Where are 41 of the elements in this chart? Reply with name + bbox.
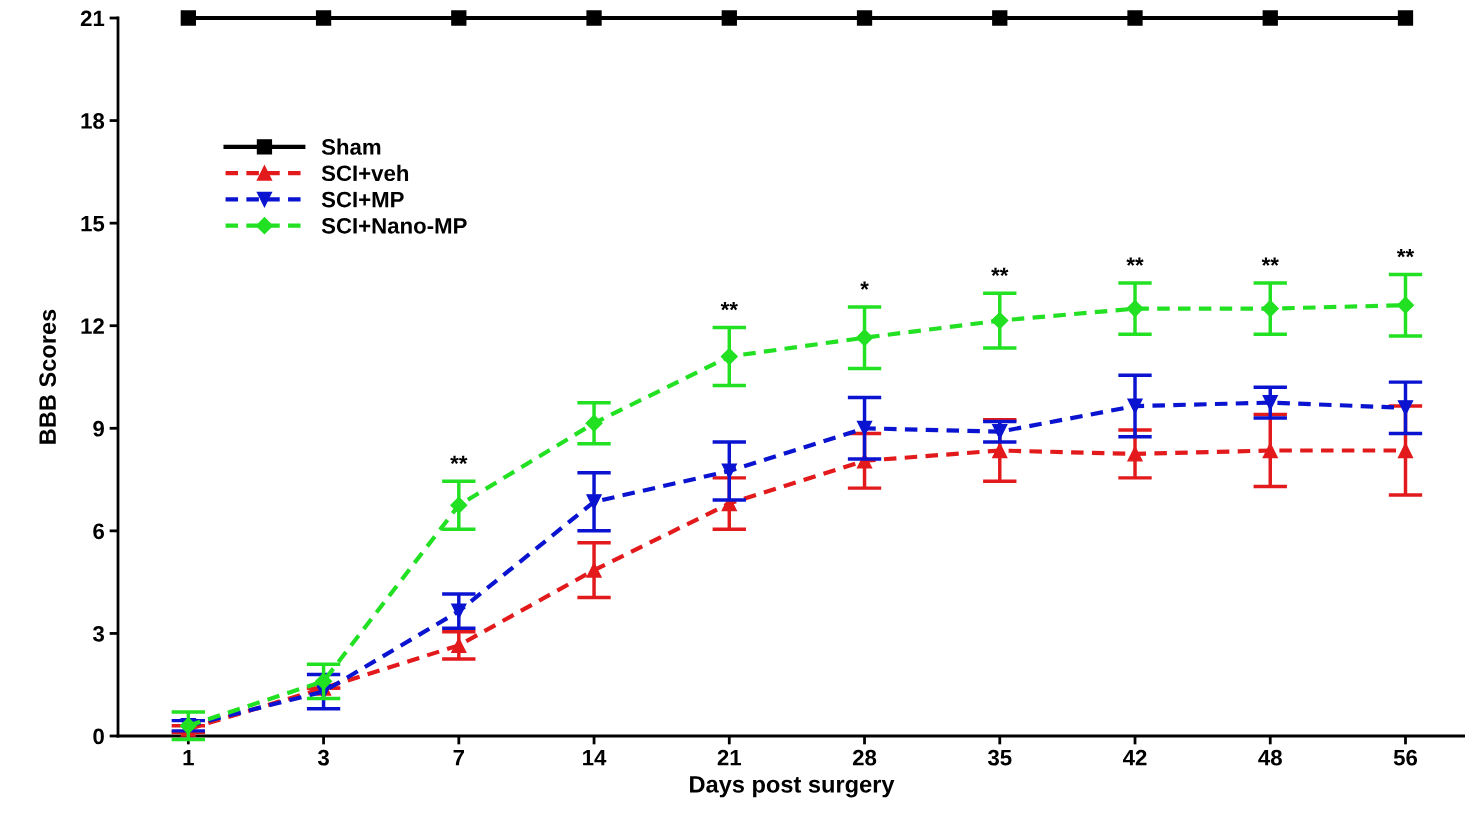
x-tick-label: 3 [317, 749, 329, 766]
y-tick-label: 9 [93, 420, 104, 437]
point [451, 10, 467, 26]
y-tick-label: 18 [81, 113, 105, 129]
x-tick-label: 1 [183, 750, 194, 766]
x-tick-label: 48 [1258, 749, 1282, 766]
y-tick-label: 3 [92, 625, 104, 642]
x-tick-label: 42 [1122, 749, 1147, 766]
y-axis-title: BBB Scores [39, 309, 56, 444]
y-tick-label: 12 [81, 318, 104, 334]
x-tick-label: 7 [453, 750, 465, 766]
point [1127, 10, 1143, 26]
point [315, 10, 332, 26]
y-tick-label: 15 [81, 215, 105, 232]
y-tick-label: 6 [93, 523, 104, 540]
point [992, 10, 1008, 26]
x-axis-title: Days post surgery [690, 776, 895, 798]
annotation: ** [1261, 257, 1279, 266]
legend-label: SCI+veh [321, 164, 409, 182]
annotation: ** [1126, 257, 1144, 266]
point [721, 10, 737, 26]
annotation: ** [720, 301, 738, 311]
y-tick-label: 0 [93, 728, 104, 745]
point [856, 10, 873, 26]
point [180, 10, 196, 26]
annotation: * [860, 281, 869, 290]
point [1262, 10, 1278, 26]
legend-label: SCI+MP [321, 191, 404, 208]
x-tick-label: 35 [987, 749, 1012, 766]
annotation: ** [450, 455, 468, 465]
y-tick-label: 21 [80, 10, 105, 27]
x-tick-label: 14 [583, 750, 607, 766]
x-tick-label: 56 [1393, 749, 1418, 766]
point [1397, 10, 1414, 26]
legend-label: Sham [321, 138, 381, 155]
annotation: ** [1396, 248, 1415, 258]
point [586, 10, 602, 26]
annotation: ** [991, 267, 1009, 277]
legend-label: SCI+Nano-MP [321, 217, 467, 234]
x-tick-label: 28 [852, 749, 877, 766]
x-tick-label: 21 [717, 749, 742, 766]
